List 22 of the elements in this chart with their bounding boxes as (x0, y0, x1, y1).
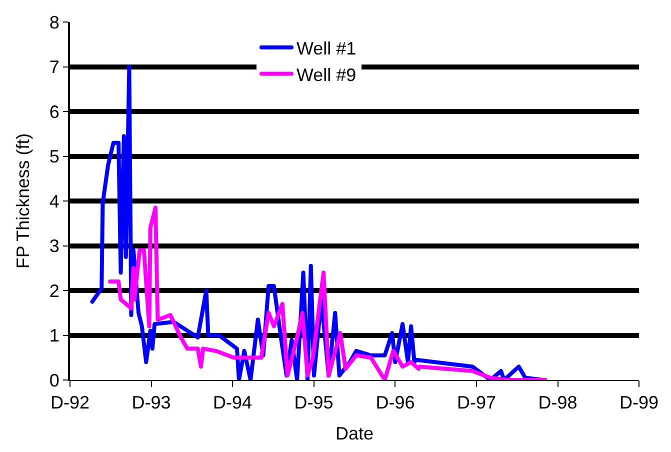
x-tick-label: D-97 (456, 392, 496, 413)
x-tick-label: D-99 (619, 392, 659, 413)
y-tick-label: 1 (49, 326, 60, 346)
y-tick-label: 8 (49, 12, 60, 32)
x-tick-label: D-98 (538, 392, 578, 413)
x-tick-label: D-95 (294, 392, 334, 413)
line-series (108, 206, 548, 380)
y-tick-label: 2 (49, 280, 60, 301)
y-axis-title: FP Thickness (ft) (13, 133, 34, 269)
x-tick-label: D-96 (376, 392, 415, 413)
x-tick-label: D-93 (132, 392, 171, 413)
y-tick-label: 4 (49, 191, 60, 212)
y-tick-label: 5 (49, 146, 60, 167)
x-tick-label: D-92 (50, 392, 90, 413)
y-tick-label: 7 (49, 57, 60, 78)
x-axis-title: Date (335, 424, 374, 444)
y-tick-label: 6 (49, 102, 60, 122)
y-tick-label: 3 (49, 236, 60, 256)
legend-label: Well #1 (296, 38, 356, 58)
legend-label: Well #9 (296, 64, 356, 85)
y-tick-label: 0 (49, 370, 60, 390)
x-tick-label: D-94 (213, 392, 252, 413)
